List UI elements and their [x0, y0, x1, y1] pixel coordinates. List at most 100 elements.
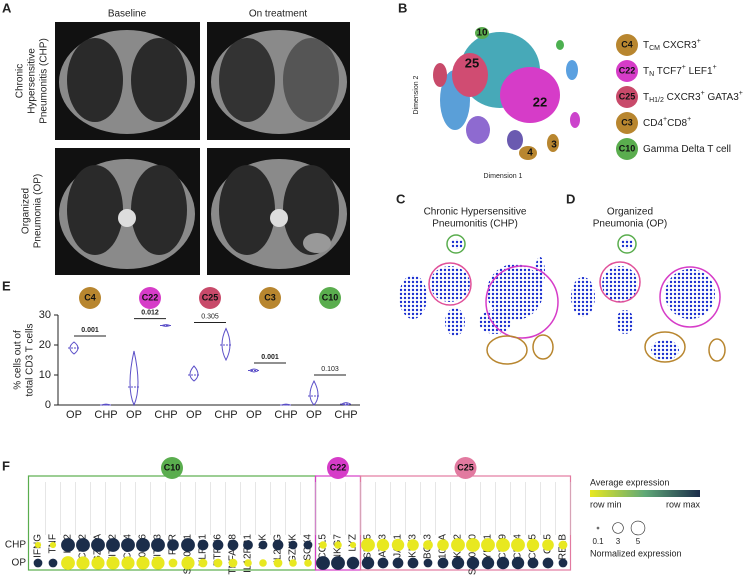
row-label: Pneumonia (OP) [33, 174, 44, 248]
violin [221, 327, 231, 362]
dot [361, 538, 375, 552]
x-tick-label: CHP [274, 409, 297, 421]
dot [316, 556, 330, 570]
dot [481, 556, 495, 570]
dot [392, 557, 404, 569]
dot [151, 556, 165, 570]
size-key [630, 520, 646, 536]
dot [391, 538, 405, 552]
x-tick-label: CHP [154, 409, 177, 421]
legend-label: TN TCF7+ LEF1+ [643, 64, 717, 78]
p-value: 0.305 [201, 313, 219, 320]
dot [121, 538, 135, 552]
dot [331, 556, 345, 570]
legend-label: TH1/2 CXCR3+ GATA3+ [643, 90, 743, 104]
legend-label-part: T [643, 40, 649, 51]
p-value: 0.012 [141, 309, 159, 316]
plot-title: Pneumonia (OP) [593, 219, 667, 230]
dot [121, 556, 135, 570]
dot [273, 558, 283, 568]
dot [496, 538, 510, 552]
legend-swatch [616, 60, 638, 82]
gene-label: S100A11 [183, 534, 194, 575]
panel-label: E [2, 278, 11, 293]
legend-label-part: GATA3 [705, 92, 740, 103]
dot [259, 559, 267, 567]
group-label: C25 [202, 292, 219, 302]
violin [189, 365, 199, 382]
x-tick-label: CHP [214, 409, 237, 421]
p-value: 0.001 [261, 354, 279, 361]
group-label: C22 [142, 292, 159, 302]
dot [288, 540, 298, 550]
legend-id: C22 [619, 65, 636, 75]
dot [466, 556, 480, 570]
cluster-label: 10 [476, 28, 488, 39]
color-bar [590, 490, 700, 497]
axis-label: Dimension 2 [413, 75, 420, 114]
legend-id: C10 [619, 143, 636, 153]
gene-label: TNFAIP8 [228, 534, 239, 575]
dot [168, 558, 178, 568]
legend-label-part: + [713, 64, 717, 71]
legend-label-part: + [701, 90, 705, 97]
size-key-label: 0.1 [592, 537, 604, 546]
dot [542, 557, 554, 569]
cluster-label: 4 [527, 148, 533, 159]
dot [423, 558, 433, 568]
dot [33, 558, 43, 568]
dot [466, 538, 480, 552]
dot [243, 540, 253, 550]
dot [181, 556, 195, 570]
row-label: Chronic [15, 64, 26, 98]
x-tick-label: OP [306, 409, 322, 421]
cluster-badge [161, 457, 183, 479]
p-value: 0.103 [321, 366, 339, 373]
axis-label: Dimension 1 [484, 173, 523, 180]
legend-label-part: + [682, 64, 686, 71]
dot [558, 558, 568, 568]
violin [309, 379, 319, 406]
legend-swatch [616, 112, 638, 134]
dot [526, 538, 540, 552]
legend-swatch [616, 86, 638, 108]
dot [496, 556, 510, 570]
y-tick-label: 10 [39, 369, 51, 381]
dot [181, 538, 195, 552]
legend-label-part: + [697, 38, 701, 45]
legend-id: C3 [621, 117, 633, 127]
dot [423, 540, 433, 550]
legend-label-part: CXCR3 [664, 92, 701, 103]
x-tick-label: CHP [94, 409, 117, 421]
legend-label: row min [590, 499, 622, 509]
p-value: 0.001 [81, 327, 99, 334]
dot [136, 556, 150, 570]
legend-label-part: CM [649, 45, 660, 52]
size-key-label: 5 [636, 537, 641, 546]
dot [91, 538, 105, 552]
group-badge [259, 287, 281, 309]
dot [272, 539, 284, 551]
dot [151, 538, 165, 552]
plot-title: Organized [607, 207, 653, 218]
legend-label-part: T [643, 92, 649, 103]
cluster-label: 3 [551, 140, 557, 151]
dot [437, 539, 449, 551]
row-label: Pneumonitis (CHP) [39, 38, 50, 124]
gene-label: S100A10 [468, 534, 479, 576]
violin [69, 341, 79, 355]
legend-label-part: + [663, 116, 667, 123]
dot [511, 538, 525, 552]
dot [106, 556, 120, 570]
dot [167, 539, 179, 551]
y-tick-label: 30 [39, 309, 51, 321]
umap-plot [433, 27, 580, 160]
cluster-label: C22 [330, 462, 347, 472]
dot [407, 539, 419, 551]
panel-label: A [2, 0, 12, 15]
y-axis-label: total CD3 T cells [25, 324, 36, 397]
dot [542, 539, 554, 551]
panel-label: F [2, 458, 10, 473]
panel-label: B [398, 0, 407, 15]
